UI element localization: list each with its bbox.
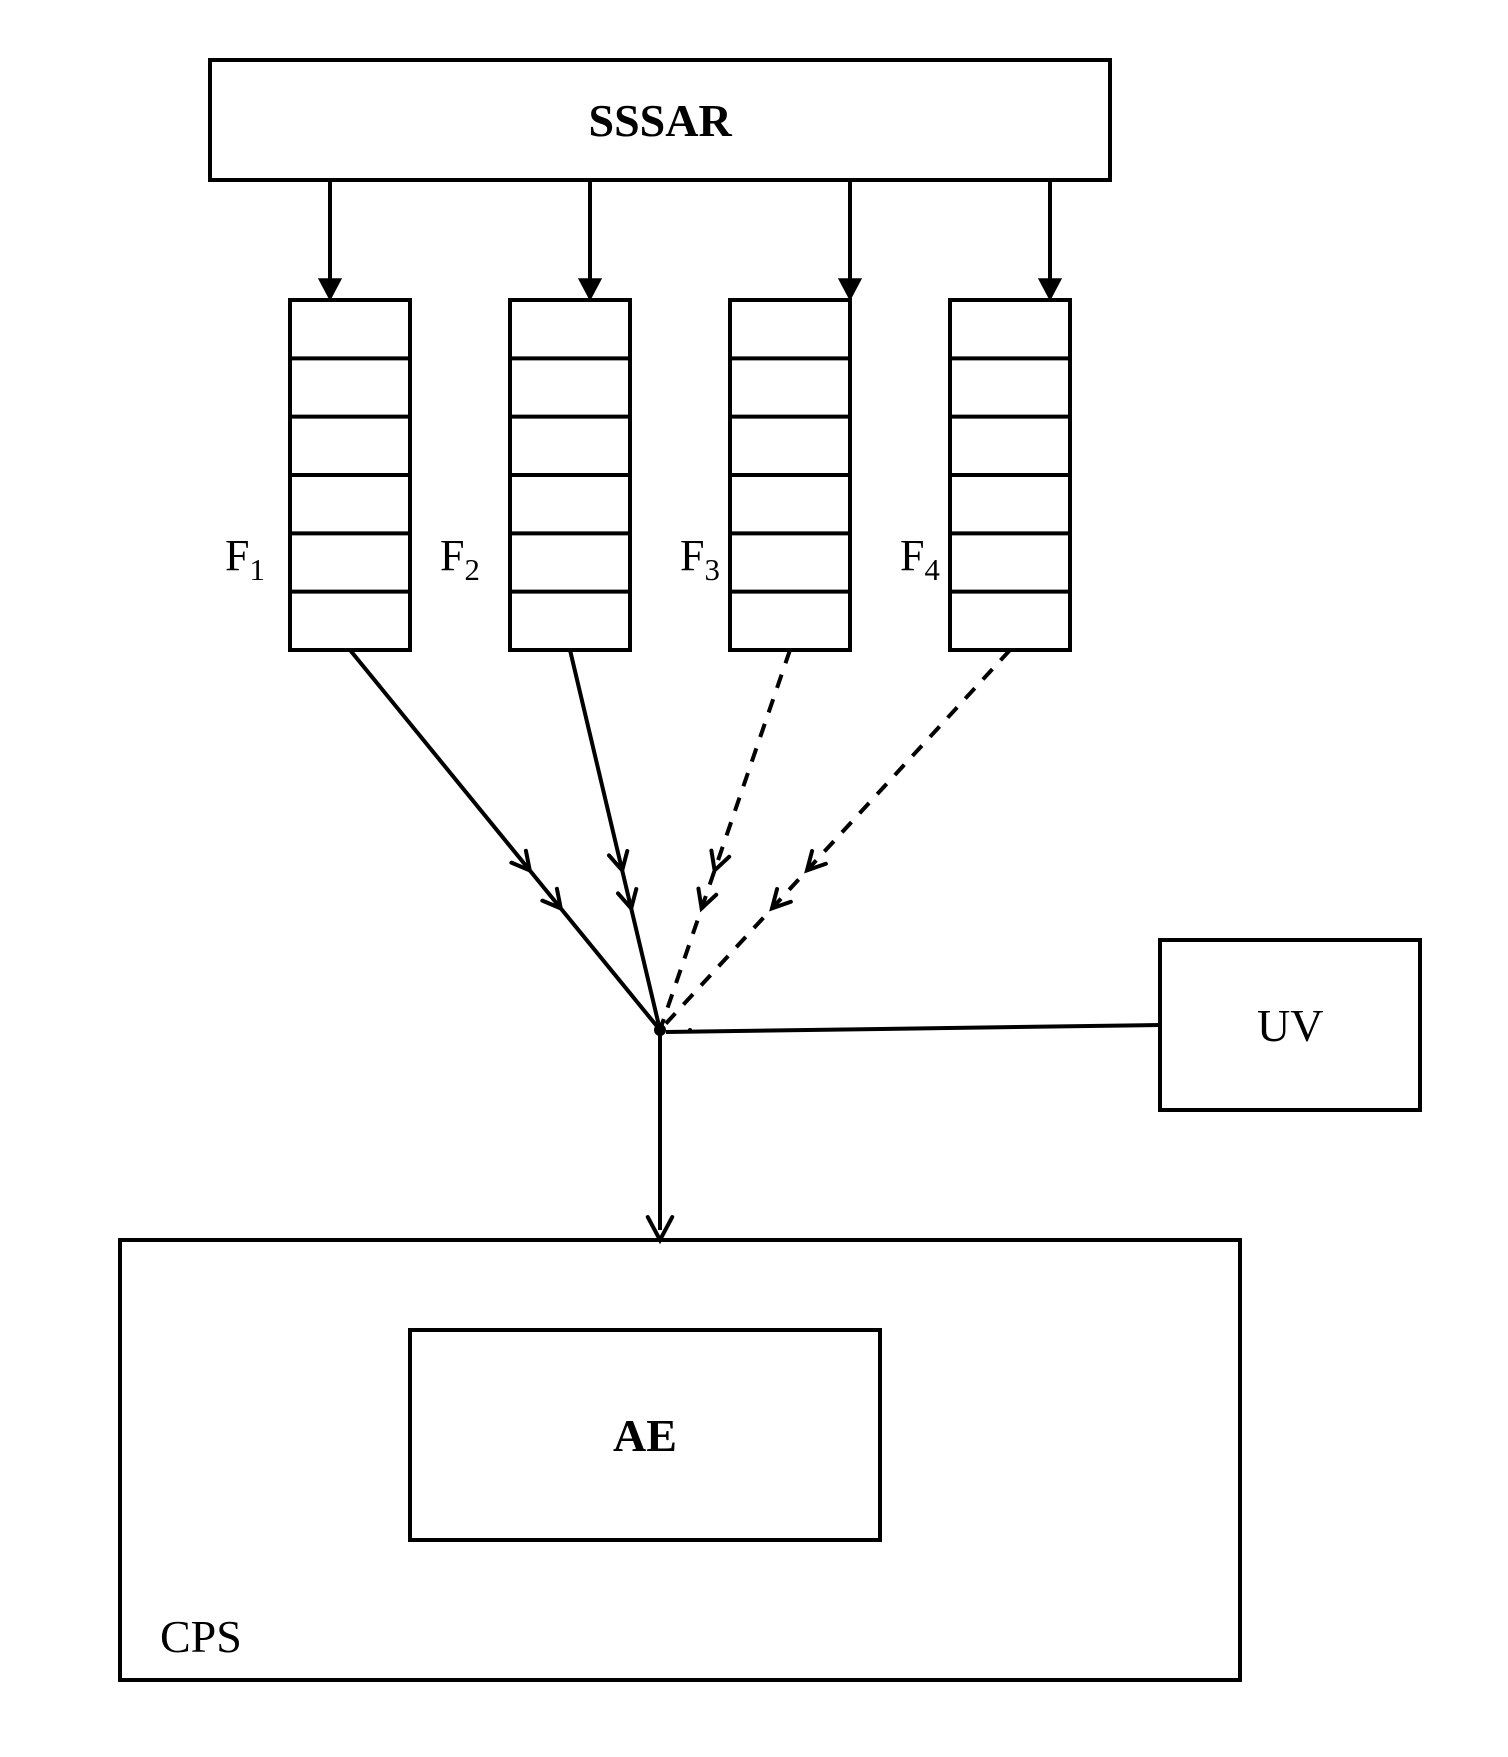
diagram-canvas: SSSAR F1 F2 F3 F4 UV CPS AE bbox=[0, 0, 1508, 1757]
stack-label-f3: F3 bbox=[680, 530, 720, 588]
diagram-svg bbox=[0, 0, 1508, 1757]
cps-label: CPS bbox=[160, 1610, 242, 1663]
uv-label: UV bbox=[1257, 999, 1323, 1052]
ae-label: AE bbox=[613, 1409, 677, 1462]
sssar-label: SSSAR bbox=[589, 94, 732, 147]
stack-label-f1: F1 bbox=[225, 530, 265, 588]
stack-label-f2: F2 bbox=[440, 530, 480, 588]
stack-label-f4: F4 bbox=[900, 530, 940, 588]
